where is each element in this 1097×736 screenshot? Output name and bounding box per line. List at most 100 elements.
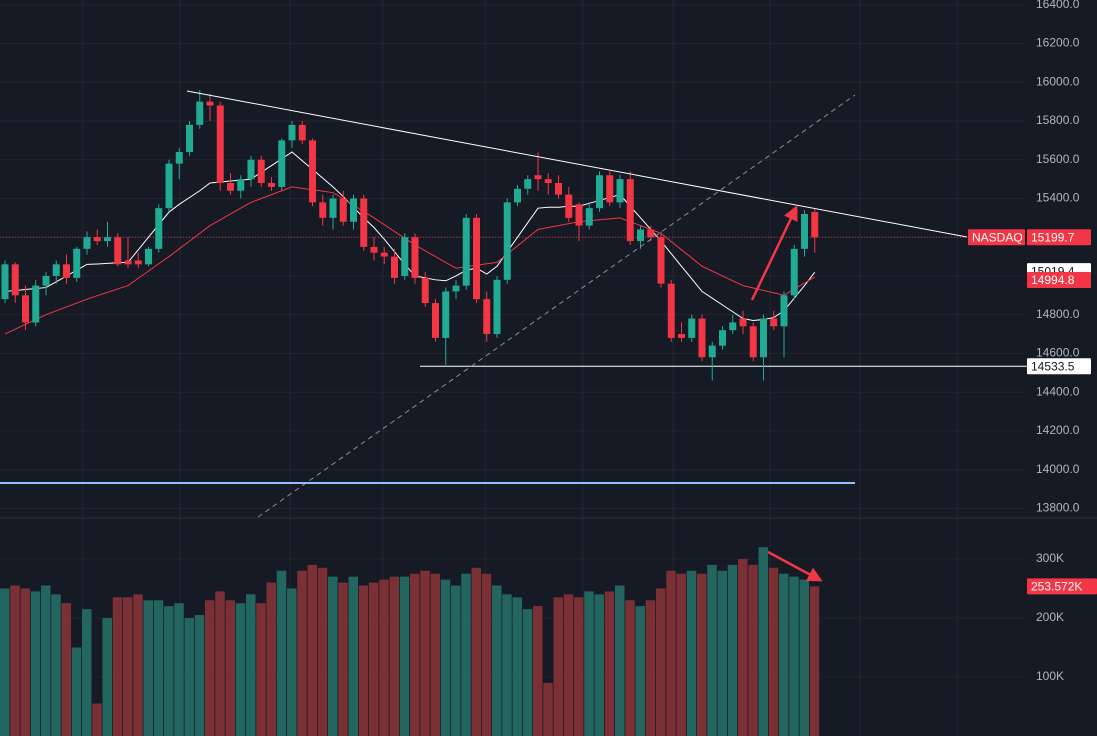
candle-body xyxy=(1,264,9,300)
candle-body xyxy=(350,198,357,222)
volume-bar xyxy=(297,570,307,736)
volume-bar xyxy=(758,547,768,736)
candle-body xyxy=(688,318,696,338)
volume-tick-label: 100K xyxy=(1036,669,1064,683)
moving-average xyxy=(4,151,816,321)
volume-bar xyxy=(215,591,225,736)
symbol-tag-bg xyxy=(968,229,1025,246)
volume-bar xyxy=(276,570,287,736)
candle-body xyxy=(63,264,70,278)
volume-bar xyxy=(748,564,758,736)
volume-bar xyxy=(594,594,604,736)
y-tick-label: 15400.0 xyxy=(1036,191,1080,205)
volume-bar xyxy=(512,597,522,736)
candle-body xyxy=(493,279,501,335)
volume-tick-label: 200K xyxy=(1036,610,1064,624)
volume-bar xyxy=(102,617,112,736)
candle-body xyxy=(155,208,163,249)
volume-bar xyxy=(738,558,748,736)
candle-body xyxy=(770,318,778,327)
volume-bar xyxy=(543,682,553,736)
candle-body xyxy=(483,299,491,335)
candle-body xyxy=(585,208,593,226)
volume-bar xyxy=(707,564,717,736)
candle-body xyxy=(22,295,29,323)
candle-body xyxy=(678,334,685,338)
volume-bar xyxy=(133,594,143,736)
volume-bar xyxy=(430,573,440,736)
candle-body xyxy=(329,198,337,218)
candle-body xyxy=(473,217,480,300)
volume-bar xyxy=(164,606,174,736)
candle-body xyxy=(780,295,788,327)
y-tick-label: 15600.0 xyxy=(1036,152,1080,166)
volume-bar xyxy=(799,579,809,736)
volume-bar xyxy=(235,603,246,736)
candle-body xyxy=(801,213,808,249)
candle-body xyxy=(544,179,552,183)
candle-body xyxy=(565,194,573,218)
candle-body xyxy=(11,264,19,296)
volume-bar xyxy=(338,582,348,736)
last-price-tag: 15199.7 xyxy=(1031,230,1075,244)
candle-body xyxy=(288,124,296,141)
candle-body xyxy=(104,237,111,242)
candle-body xyxy=(698,318,706,358)
y-tick-label: 16200.0 xyxy=(1036,36,1080,50)
volume-bar xyxy=(307,564,317,736)
candle-body xyxy=(247,159,255,180)
y-tick-label: 14400.0 xyxy=(1036,384,1080,398)
volume-bar xyxy=(317,567,328,736)
volume-bar xyxy=(399,576,410,736)
candle-body xyxy=(401,237,409,276)
volume-bar xyxy=(287,588,297,736)
candle-body xyxy=(729,322,737,331)
volume-bar xyxy=(625,600,635,736)
y-tick-label: 14200.0 xyxy=(1036,423,1080,437)
volume-bar xyxy=(0,588,10,736)
candle-body xyxy=(257,159,265,183)
volume-bar xyxy=(420,570,430,736)
volume-bar xyxy=(82,609,92,736)
candle-body xyxy=(657,237,665,284)
candle-body xyxy=(606,175,614,203)
candle-body xyxy=(52,264,60,276)
volume-tag-bg xyxy=(1027,578,1097,595)
candle-body xyxy=(749,326,757,358)
y-tick-label: 16000.0 xyxy=(1036,74,1080,88)
candle-body xyxy=(575,204,583,226)
volume-bar xyxy=(112,597,123,736)
volume-bar xyxy=(358,585,369,736)
candle-body xyxy=(596,175,603,209)
y-tick-label: 16400.0 xyxy=(1036,0,1080,11)
volume-bar xyxy=(522,609,533,736)
candle-body xyxy=(339,198,347,222)
candle-body xyxy=(503,202,511,280)
volume-bar xyxy=(717,570,727,736)
volume-bar xyxy=(574,597,584,736)
arrow xyxy=(767,550,823,582)
volume-bar xyxy=(143,600,153,736)
candle-body xyxy=(268,182,275,187)
volume-bar xyxy=(205,600,215,736)
candle-body xyxy=(227,182,234,191)
candle-body xyxy=(739,318,747,327)
candle-body xyxy=(73,248,81,278)
volume-bar xyxy=(481,573,492,736)
y-tick-label: 14800.0 xyxy=(1036,307,1080,321)
candle-body xyxy=(186,124,193,153)
candle-body xyxy=(165,163,173,209)
volume-bar xyxy=(502,594,512,736)
volume-bar xyxy=(615,585,625,736)
volume-bar xyxy=(194,615,205,736)
candle-body xyxy=(421,277,429,304)
volume-bar xyxy=(225,600,235,736)
candle-body xyxy=(319,202,327,218)
volume-bar xyxy=(266,582,276,736)
volume-bar xyxy=(666,570,676,736)
candle-body xyxy=(124,260,132,265)
arrow xyxy=(750,205,798,301)
